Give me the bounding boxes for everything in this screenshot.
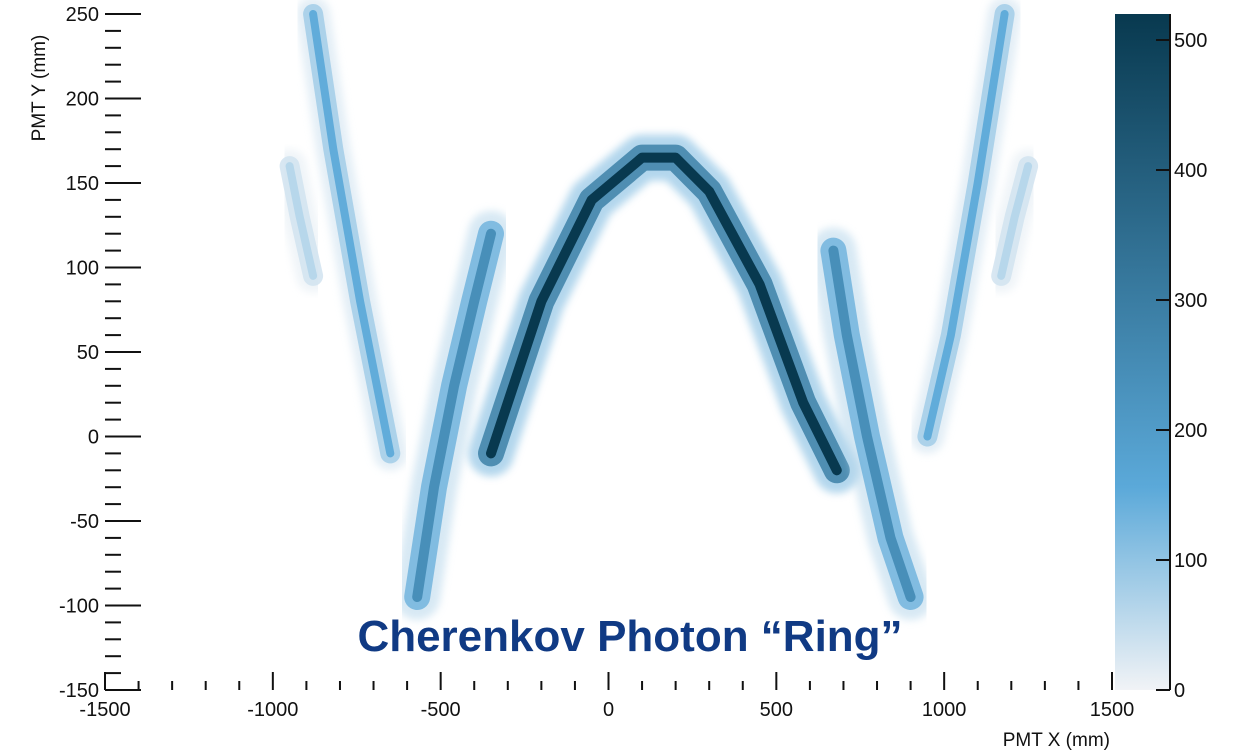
colorbar-gradient xyxy=(1115,14,1170,690)
x-tick-label: -500 xyxy=(421,699,461,721)
colorbar-tick-label: 200 xyxy=(1174,420,1207,442)
heatmap-band xyxy=(984,149,1046,293)
band-core xyxy=(486,152,842,476)
colorbar-tick-label: 300 xyxy=(1174,290,1207,312)
y-tick-label: -50 xyxy=(70,511,99,533)
y-tick-label: -150 xyxy=(59,680,99,702)
heatmap-band xyxy=(468,134,860,494)
colorbar-tick-label: 0 xyxy=(1174,680,1185,702)
y-tick-label: 250 xyxy=(66,4,99,26)
x-tick-label: 1000 xyxy=(922,699,967,721)
y-tick-label: 150 xyxy=(66,173,99,195)
colorbar-tick-label: 500 xyxy=(1174,30,1207,52)
x-tick-label: -1000 xyxy=(247,699,298,721)
x-tick-label: 500 xyxy=(760,699,793,721)
colorbar-tick-label: 100 xyxy=(1174,550,1207,572)
y-tick-label: 50 xyxy=(77,342,99,364)
band-core xyxy=(285,162,318,280)
overlay-title: Cherenkov Photon “Ring” xyxy=(357,612,902,661)
heatmap-band xyxy=(910,0,1022,454)
heatmap-band xyxy=(810,227,934,620)
y-tick-label: 200 xyxy=(66,89,99,111)
x-tick-label: 0 xyxy=(603,699,614,721)
band-core xyxy=(923,10,1009,441)
colorbar-tick-label: 400 xyxy=(1174,160,1207,182)
heatmap-band xyxy=(272,149,331,293)
band-core xyxy=(997,162,1033,280)
band-core xyxy=(309,10,395,458)
y-tick-label: -100 xyxy=(59,596,99,618)
y-tick-label: 100 xyxy=(66,258,99,280)
band-core xyxy=(828,245,916,602)
axes: -1500 -1000 -500 0 500 1000 1500-150-100-50050… xyxy=(59,4,1134,721)
heatmap-band xyxy=(394,210,514,620)
y-axis-title: PMT Y (mm) xyxy=(29,35,50,142)
heatmap-band xyxy=(296,0,408,471)
y-tick-label: 0 xyxy=(88,427,99,449)
x-tick-label: -1500 xyxy=(79,699,130,721)
plot-area xyxy=(272,0,1046,620)
x-tick-label: 1500 xyxy=(1090,699,1135,721)
band-core xyxy=(412,228,496,602)
x-axis-title: PMT X (mm) xyxy=(1003,730,1110,751)
colorbar: 0 100 200 300 400 500 xyxy=(1115,14,1207,702)
heatmap-bands xyxy=(272,0,1046,620)
